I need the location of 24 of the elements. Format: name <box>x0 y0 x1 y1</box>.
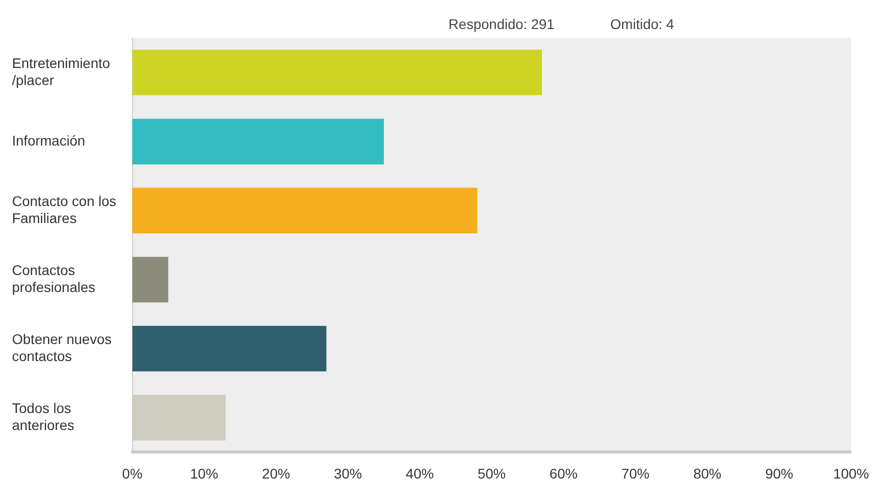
x-tick-label: 50% <box>478 465 506 482</box>
y-tick-label: Obtener nuevos contactos <box>12 331 112 364</box>
y-tick-label: Contactos profesionales <box>12 262 96 295</box>
x-tick-label: 60% <box>550 465 578 482</box>
x-tick-label: 10% <box>190 465 218 482</box>
y-tick-label: Todos los anteriores <box>12 400 74 433</box>
x-tick-label: 30% <box>334 465 362 482</box>
y-tick-label: Entretenimiento /placer <box>12 54 110 88</box>
text: Respondido: 291 <box>448 16 555 32</box>
bar <box>132 326 326 372</box>
x-tick-label: 100% <box>833 465 870 482</box>
x-tick-label: 70% <box>621 465 650 482</box>
x-tick-label: 40% <box>406 465 434 482</box>
y-tick-label: Contacto con los Familiares <box>12 193 116 226</box>
x-tick-label: 80% <box>693 465 722 482</box>
bar <box>132 256 168 302</box>
x-tick-label: 0% <box>122 465 142 482</box>
bar <box>132 118 384 164</box>
bar <box>132 188 478 234</box>
y-tick-label: Información <box>12 132 86 148</box>
text: Omitido: 4 <box>610 16 674 32</box>
x-tick-label: 20% <box>262 465 290 482</box>
bar <box>132 50 542 96</box>
x-tick-label: 90% <box>765 465 794 482</box>
